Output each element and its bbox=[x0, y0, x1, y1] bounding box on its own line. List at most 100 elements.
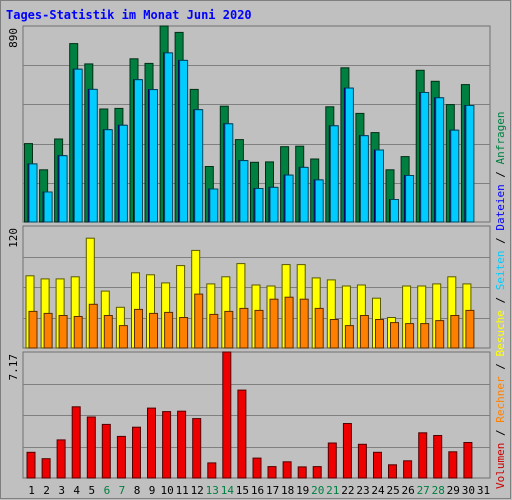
bar-volumen-day-4 bbox=[71, 406, 81, 479]
bar-volumen-day-6 bbox=[101, 423, 111, 479]
legend-entry: / bbox=[494, 357, 507, 377]
bar-seiten-day-27 bbox=[420, 92, 430, 223]
bar-volumen-day-13 bbox=[207, 462, 217, 479]
bar-seiten-day-8 bbox=[134, 79, 143, 223]
x-tick-label: 28 bbox=[432, 484, 445, 497]
x-tick-label: 7 bbox=[119, 484, 126, 497]
bar-volumen-day-18 bbox=[282, 461, 292, 479]
bar-seiten-day-2 bbox=[43, 191, 53, 223]
bar-volumen-day-22 bbox=[342, 423, 352, 479]
bar-volumen-day-14 bbox=[222, 351, 232, 479]
bar-rechner-day-11 bbox=[179, 317, 189, 349]
bar-rechner-day-8 bbox=[134, 308, 143, 349]
bar-seiten-day-14 bbox=[224, 123, 234, 223]
x-tick-label: 16 bbox=[251, 484, 264, 497]
legend-entry: Dateien bbox=[494, 184, 507, 230]
bar-rechner-day-19 bbox=[299, 298, 309, 349]
chart-title: Tages-Statistik im Monat Juni 2020 bbox=[6, 8, 252, 22]
bar-volumen-day-5 bbox=[86, 416, 96, 479]
bar-seiten-day-17 bbox=[269, 186, 279, 223]
x-tick-label: 25 bbox=[386, 484, 399, 497]
x-tick-label: 4 bbox=[73, 484, 80, 497]
y-tick-label-top: 890 bbox=[7, 28, 20, 48]
bar-rechner-day-30 bbox=[465, 309, 475, 349]
bar-seiten-day-22 bbox=[344, 87, 354, 223]
bar-rechner-day-10 bbox=[164, 311, 174, 349]
panel-top: 890 bbox=[7, 25, 491, 223]
bar-seiten-day-30 bbox=[465, 105, 475, 223]
bar-rechner-day-22 bbox=[344, 325, 354, 349]
bar-seiten-day-10 bbox=[164, 52, 174, 223]
legend-entry: Besuche bbox=[494, 310, 507, 356]
bar-volumen-day-20 bbox=[312, 466, 322, 479]
legend-entry: / bbox=[494, 164, 507, 184]
x-tick-label: 24 bbox=[371, 484, 385, 497]
bar-seiten-day-13 bbox=[209, 188, 219, 223]
x-axis: 1 2 3 4 5 6 7 8 9 10 11 12 13 14 15 16 17 18 19 20 21 22 23 24 2… bbox=[28, 484, 490, 497]
bar-seiten-day-4 bbox=[73, 68, 83, 223]
x-tick-label: 18 bbox=[281, 484, 294, 497]
bar-seiten-day-11 bbox=[179, 59, 189, 223]
bar-rechner-day-1 bbox=[28, 310, 38, 349]
bar-seiten-day-23 bbox=[359, 135, 369, 223]
y-tick-label-bottom: 7.17 bbox=[7, 354, 20, 381]
x-tick-label: 23 bbox=[356, 484, 369, 497]
bar-volumen-day-15 bbox=[237, 389, 247, 479]
bar-volumen-day-7 bbox=[116, 435, 126, 479]
x-tick-label: 9 bbox=[149, 484, 156, 497]
bar-volumen-day-29 bbox=[448, 451, 458, 479]
bar-rechner-day-28 bbox=[435, 320, 445, 349]
bar-rechner-day-12 bbox=[194, 293, 204, 349]
bar-rechner-day-2 bbox=[43, 312, 53, 349]
bar-seiten-day-12 bbox=[194, 109, 204, 223]
panel-middle: 120 bbox=[7, 225, 491, 349]
bar-rechner-day-26 bbox=[405, 323, 415, 349]
bar-volumen-day-2 bbox=[41, 458, 51, 479]
bar-rechner-day-14 bbox=[224, 310, 234, 349]
bar-volumen-day-27 bbox=[418, 432, 428, 479]
bar-volumen-day-26 bbox=[403, 460, 413, 479]
legend-entry: Volumen bbox=[494, 443, 507, 489]
x-tick-label: 22 bbox=[341, 484, 354, 497]
bar-rechner-day-21 bbox=[329, 319, 339, 349]
legend-entry: Rechner bbox=[494, 376, 507, 423]
bar-seiten-day-7 bbox=[118, 124, 128, 223]
bar-rechner-day-16 bbox=[254, 309, 264, 349]
bar-rechner-day-4 bbox=[73, 316, 83, 349]
bar-rechner-day-5 bbox=[88, 303, 98, 349]
legend-entry: / bbox=[494, 290, 507, 310]
x-tick-label: 11 bbox=[176, 484, 189, 497]
bar-rechner-day-6 bbox=[103, 315, 113, 349]
bar-seiten-day-16 bbox=[254, 188, 264, 223]
bar-seiten-day-1 bbox=[28, 163, 38, 223]
legend-entry: / bbox=[494, 423, 507, 443]
x-tick-label: 17 bbox=[266, 484, 279, 497]
bar-rechner-day-13 bbox=[209, 313, 219, 349]
x-tick-label: 15 bbox=[236, 484, 249, 497]
bar-volumen-day-10 bbox=[162, 411, 172, 479]
bar-rechner-day-27 bbox=[420, 323, 430, 349]
bar-rechner-day-17 bbox=[269, 298, 279, 349]
bar-seiten-day-3 bbox=[58, 155, 68, 223]
bar-volumen-day-8 bbox=[132, 426, 141, 479]
y-tick-label-middle: 120 bbox=[7, 228, 20, 248]
bar-volumen-day-23 bbox=[357, 443, 367, 479]
legend-entry: Anfragen bbox=[494, 111, 507, 164]
bar-seiten-day-29 bbox=[450, 129, 460, 223]
legend-entry: / bbox=[494, 231, 507, 251]
x-tick-label: 29 bbox=[447, 484, 460, 497]
x-tick-label: 20 bbox=[311, 484, 324, 497]
bar-rechner-day-29 bbox=[450, 315, 460, 349]
bar-seiten-day-18 bbox=[284, 174, 294, 223]
bar-seiten-day-28 bbox=[435, 97, 445, 223]
bar-rechner-day-20 bbox=[314, 307, 324, 349]
bar-seiten-day-20 bbox=[314, 179, 324, 223]
bar-rechner-day-25 bbox=[390, 322, 399, 349]
x-tick-label: 5 bbox=[88, 484, 95, 497]
bar-rechner-day-3 bbox=[58, 315, 68, 349]
x-tick-label: 31 bbox=[477, 484, 490, 497]
x-tick-label: 27 bbox=[417, 484, 430, 497]
bar-rechner-day-7 bbox=[118, 325, 128, 349]
